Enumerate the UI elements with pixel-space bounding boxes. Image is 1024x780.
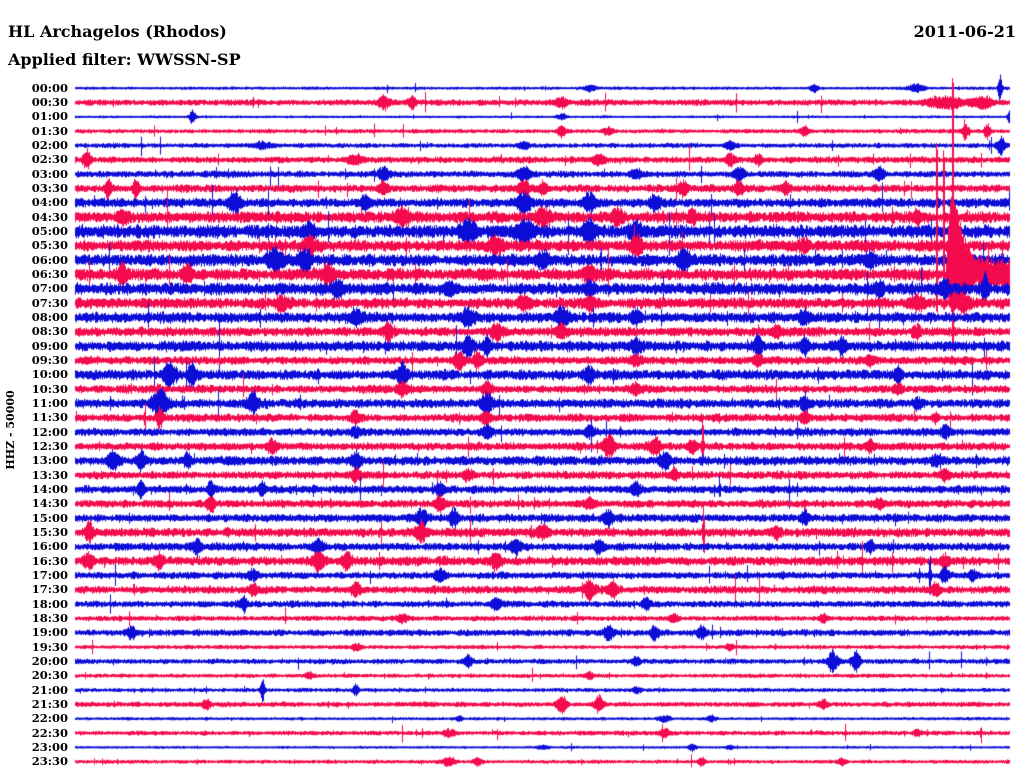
time-label: 19:30 [31, 639, 68, 654]
time-label: 07:30 [31, 295, 68, 310]
time-label: 21:00 [31, 682, 68, 697]
time-label: 12:00 [31, 424, 68, 439]
station-title: HL Archagelos (Rhodos) [8, 22, 227, 41]
time-label: 08:30 [31, 324, 68, 339]
time-label: 14:00 [31, 481, 68, 496]
time-label: 00:30 [31, 95, 68, 110]
time-label: 01:30 [31, 123, 68, 138]
time-label: 09:30 [31, 352, 68, 367]
time-label: 10:00 [31, 367, 68, 382]
time-label: 04:30 [31, 209, 68, 224]
time-label: 07:00 [31, 281, 68, 296]
time-label: 05:30 [31, 238, 68, 253]
time-label: 01:00 [31, 109, 68, 124]
time-label: 12:30 [31, 438, 68, 453]
time-label: 02:30 [31, 152, 68, 167]
time-label: 09:00 [31, 338, 68, 353]
time-label: 03:00 [31, 166, 68, 181]
time-label: 20:00 [31, 653, 68, 668]
time-label: 03:30 [31, 181, 68, 195]
time-label: 16:00 [31, 539, 68, 554]
time-label: 14:30 [31, 496, 68, 511]
time-label: 02:00 [31, 138, 68, 153]
time-label: 23:00 [31, 739, 68, 754]
time-label: 23:30 [31, 754, 68, 769]
time-label: 06:30 [31, 266, 68, 281]
time-label: 18:00 [31, 596, 68, 611]
time-label: 21:30 [31, 696, 68, 711]
time-label: 17:00 [31, 567, 68, 582]
time-label: 13:30 [31, 467, 68, 482]
time-label: 15:30 [31, 524, 68, 539]
time-label: 22:30 [31, 725, 68, 740]
time-label: 20:30 [31, 668, 68, 683]
time-label: 10:30 [31, 381, 68, 396]
time-label: 00:00 [31, 80, 68, 95]
time-label: 18:30 [31, 610, 68, 625]
time-label: 11:00 [31, 395, 68, 410]
time-label: 08:00 [31, 309, 68, 324]
time-label: 13:00 [31, 453, 68, 468]
time-label: 15:00 [31, 510, 68, 525]
time-label: 04:00 [31, 195, 68, 210]
time-label: 06:00 [31, 252, 68, 267]
time-label: 19:00 [31, 625, 68, 640]
time-label: 11:30 [31, 410, 68, 425]
time-label: 05:00 [31, 224, 68, 238]
record-date: 2011-06-21 [913, 22, 1016, 41]
applied-filter-label: Applied filter: WWSSN-SP [8, 50, 241, 69]
time-label: 16:30 [31, 553, 68, 568]
time-label: 22:00 [31, 711, 68, 726]
time-label: 17:30 [31, 582, 68, 597]
